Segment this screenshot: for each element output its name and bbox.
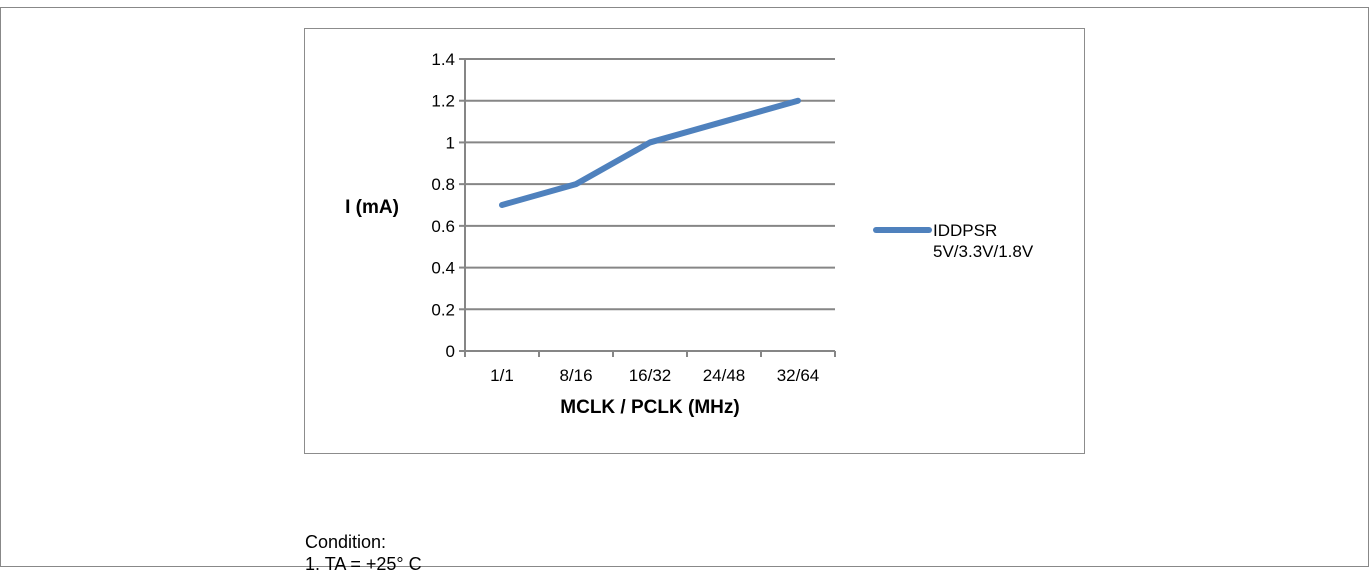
x-tick-label: 32/64	[777, 366, 820, 385]
x-tick-label: 8/16	[559, 366, 592, 385]
y-tick-label: 0.2	[431, 300, 455, 319]
x-tick-label: 16/32	[629, 366, 672, 385]
condition-item-1: 1. TA = +25° C	[305, 554, 422, 574]
y-tick-label: 1.4	[431, 50, 455, 69]
y-tick-label: 0.4	[431, 259, 455, 278]
y-tick-label: 1.2	[431, 92, 455, 111]
legend-label: 5V/3.3V/1.8V	[933, 242, 1034, 261]
y-tick-label: 0.8	[431, 175, 455, 194]
y-axis-title: I (mA)	[345, 197, 399, 218]
x-tick-label: 24/48	[703, 366, 746, 385]
chart-container: 0 0.2 0.4 0.6 0.8 1 1.2 1.4 1/1 8/16 16/32 24/48 32/…	[304, 28, 1085, 454]
y-tick-label: 0	[446, 342, 455, 361]
series-line	[499, 97, 801, 208]
y-tick-label: 1	[446, 133, 455, 152]
y-tick-label: 0.6	[431, 217, 455, 236]
x-axis-title: MCLK / PCLK (MHz)	[560, 397, 739, 418]
x-tick-label: 1/1	[490, 366, 514, 385]
condition-heading: Condition:	[305, 532, 387, 552]
legend-label: IDDPSR	[933, 221, 997, 240]
line-chart: 0 0.2 0.4 0.6 0.8 1 1.2 1.4 1/1 8/16 16/32 24/48 32/…	[345, 50, 1034, 418]
